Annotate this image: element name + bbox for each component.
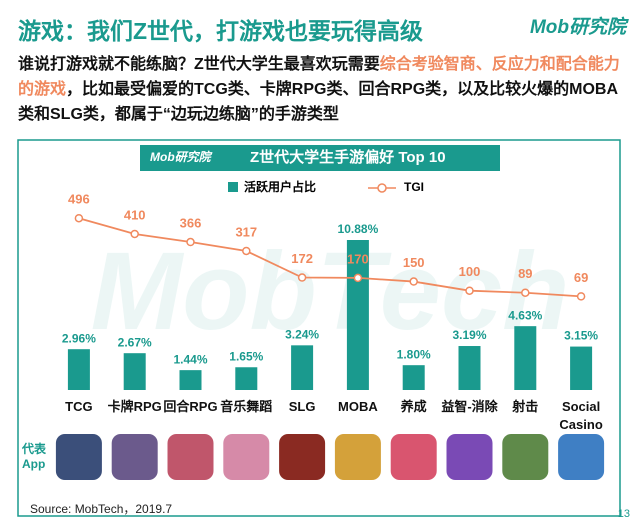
chart-title: Z世代大学生手游偏好 Top 10 xyxy=(250,148,446,166)
tgi-point xyxy=(242,246,251,256)
bar xyxy=(458,346,481,390)
intro-highlight: 综合考验智商、反应力和配合能力的游戏 xyxy=(18,56,620,98)
app-icon xyxy=(55,434,102,480)
intro-text: ，比如最受偏爱的TCG类、卡牌RPG类、回合RPG类，以及比较火爆的MOBA类和… xyxy=(18,81,619,123)
legend-swatch xyxy=(228,182,238,192)
bar-label: 3.15% xyxy=(564,329,598,343)
bar-label: 1.65% xyxy=(229,349,263,363)
tgi-label: 89 xyxy=(518,266,532,281)
bar-label: 3.24% xyxy=(285,328,319,342)
bar xyxy=(514,326,537,390)
bar-label: 3.19% xyxy=(452,328,486,342)
legend-label: TGI xyxy=(404,180,424,194)
tgi-point xyxy=(465,286,474,295)
app-icon xyxy=(558,434,605,480)
x-tick-label: 养成 xyxy=(400,399,427,414)
tgi-point xyxy=(74,213,84,223)
chart-frame xyxy=(17,139,621,517)
x-tick-label: Social Casino xyxy=(559,399,603,432)
legend-marker xyxy=(377,183,387,193)
tgi-point xyxy=(521,288,530,297)
page-title: 游戏：我们Z世代，打游戏也要玩得高级 xyxy=(18,18,424,44)
source: Source: MobTech，2019.7 xyxy=(30,502,173,516)
app-icon xyxy=(223,434,270,480)
bar xyxy=(402,365,425,390)
bar xyxy=(67,349,90,390)
bar xyxy=(291,345,314,390)
app-icon xyxy=(446,434,493,480)
tgi-point xyxy=(409,277,418,286)
tgi-point xyxy=(353,273,363,283)
bar-label: 1.44% xyxy=(173,352,207,366)
bar-label: 10.88% xyxy=(338,222,379,236)
app-label: 代表App xyxy=(22,442,47,471)
page-number: 13 xyxy=(617,508,630,520)
bar xyxy=(179,370,202,390)
tgi-label: 170 xyxy=(347,251,369,266)
bar-label: 4.63% xyxy=(508,308,542,322)
x-tick-label: TCG xyxy=(65,399,93,414)
logo: Mob研究院 xyxy=(529,17,626,38)
app-icon xyxy=(502,434,549,480)
bar xyxy=(123,353,146,390)
app-icon xyxy=(334,434,381,480)
chart-logo: Mob研究院 xyxy=(150,150,213,164)
x-tick-label: 益智-消除 xyxy=(441,399,498,414)
bar-label: 1.80% xyxy=(397,347,431,361)
tgi-label: 366 xyxy=(180,215,202,230)
app-icon xyxy=(111,434,158,480)
chart-header xyxy=(140,145,500,171)
x-tick-label: 卡牌RPG xyxy=(107,399,162,414)
x-tick-label: SLG xyxy=(288,399,316,414)
intro-text: 谁说打游戏就不能练脑？Z世代大学生最喜欢玩需要 xyxy=(18,56,380,73)
x-tick-label: MOBA xyxy=(338,399,378,414)
tgi-point xyxy=(576,292,586,301)
tgi-label: 172 xyxy=(291,251,313,266)
tgi-point xyxy=(186,237,195,247)
tgi-label: 150 xyxy=(403,255,425,270)
app-icon xyxy=(167,434,214,480)
tgi-label: 69 xyxy=(574,270,588,285)
legend-label: 活跃用户占比 xyxy=(244,179,316,194)
x-tick-label: 音乐舞蹈 xyxy=(220,399,273,414)
x-tick-label: 射击 xyxy=(512,399,539,414)
bar-label: 2.67% xyxy=(118,335,152,349)
tgi-point xyxy=(297,273,307,282)
tgi-label: 496 xyxy=(68,192,90,207)
app-icon xyxy=(279,434,326,480)
bar xyxy=(235,367,258,390)
app-icon xyxy=(390,434,437,480)
tgi-line xyxy=(78,217,582,298)
x-tick-label: 回合RPG xyxy=(163,399,218,414)
tgi-label: 317 xyxy=(235,224,257,239)
tgi-point xyxy=(130,229,139,239)
tgi-label: 410 xyxy=(124,207,146,222)
bar-label: 2.96% xyxy=(62,331,96,345)
tgi-label: 100 xyxy=(459,264,481,279)
bar xyxy=(570,346,593,390)
intro: 谁说打游戏就不能练脑？Z世代大学生最喜欢玩需要综合考验智商、反应力和配合能力的游… xyxy=(18,52,624,127)
